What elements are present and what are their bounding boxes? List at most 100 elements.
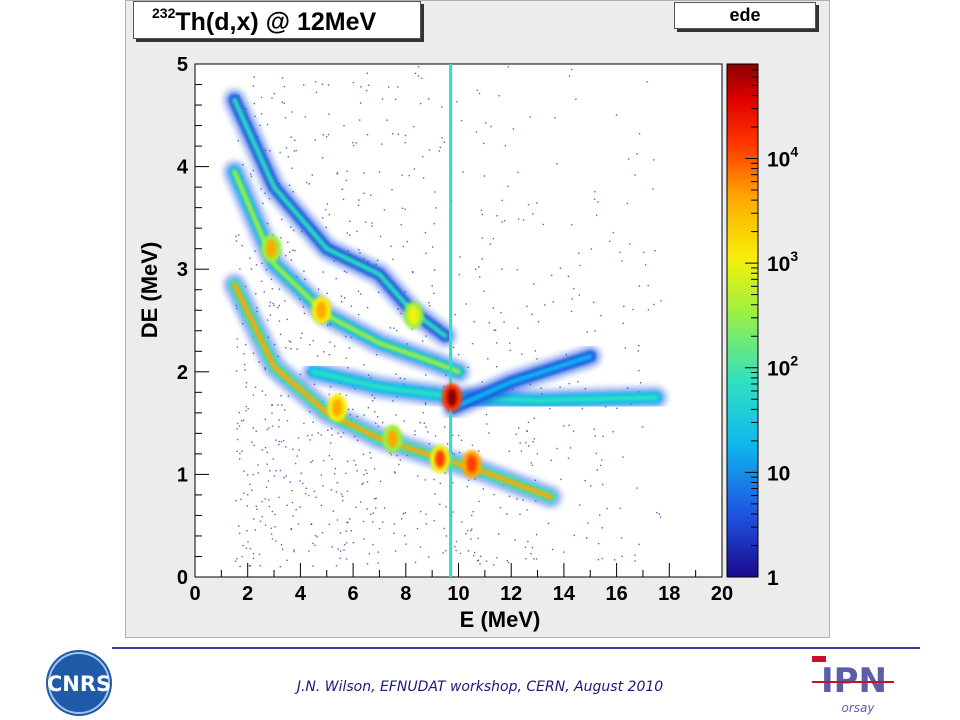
noise-cell <box>284 300 286 302</box>
noise-cell <box>272 458 274 460</box>
noise-cell <box>236 450 238 452</box>
noise-cell <box>352 81 355 84</box>
noise-cell <box>572 430 575 433</box>
noise-cell <box>320 504 323 507</box>
noise-cell <box>401 207 404 209</box>
noise-cell <box>595 214 598 217</box>
noise-cell <box>414 434 416 436</box>
noise-cell <box>478 500 480 503</box>
noise-cell <box>644 264 647 266</box>
noise-cell <box>390 245 392 247</box>
noise-cell <box>239 532 241 535</box>
noise-cell <box>496 557 498 559</box>
noise-cell <box>594 330 596 332</box>
noise-cell <box>279 469 282 472</box>
noise-cell <box>363 192 365 194</box>
noise-cell <box>242 419 245 421</box>
noise-cell <box>533 417 535 419</box>
noise-cell <box>619 251 621 253</box>
noise-cell <box>349 234 351 236</box>
noise-cell <box>439 146 441 149</box>
noise-cell <box>506 513 508 515</box>
noise-cell <box>443 141 445 143</box>
noise-cell <box>347 367 349 369</box>
noise-cell <box>347 408 350 411</box>
colorbar-tick-label-3: 103 <box>767 248 798 276</box>
noise-cell <box>250 175 253 178</box>
band-core-4 <box>450 353 593 411</box>
noise-cell <box>277 306 279 309</box>
noise-cell <box>590 485 592 487</box>
noise-cell <box>315 81 317 83</box>
noise-cell <box>327 429 329 431</box>
noise-cell <box>357 290 360 292</box>
noise-cell <box>329 341 331 343</box>
noise-cell <box>612 231 614 234</box>
noise-cell <box>461 521 463 523</box>
noise-cell <box>360 102 362 104</box>
hotspot-1 <box>466 455 477 474</box>
noise-cell <box>268 499 270 501</box>
noise-cell <box>425 252 427 254</box>
noise-cell <box>401 174 403 176</box>
noise-cell <box>638 345 640 347</box>
noise-cell <box>346 232 348 234</box>
noise-cell <box>300 337 302 339</box>
noise-cell <box>433 478 435 481</box>
noise-cell <box>466 485 468 488</box>
noise-cell <box>317 432 319 434</box>
noise-cell <box>443 426 446 428</box>
noise-cell <box>619 507 621 509</box>
noise-cell <box>470 529 472 532</box>
noise-cell <box>287 241 289 243</box>
noise-cell <box>424 403 427 405</box>
noise-cell <box>280 544 283 546</box>
x-tick-label-5: 10 <box>447 583 469 605</box>
noise-cell <box>235 370 238 372</box>
noise-cell <box>241 420 243 422</box>
noise-cell <box>285 446 287 448</box>
noise-cell <box>362 453 365 456</box>
noise-cell <box>439 503 441 505</box>
noise-cell <box>659 516 662 518</box>
hotspot-0 <box>446 388 457 407</box>
noise-cell <box>535 533 538 536</box>
noise-cell <box>500 311 502 314</box>
noise-cell <box>336 519 339 521</box>
noise-cell <box>287 395 290 397</box>
noise-cell <box>347 521 349 524</box>
noise-cell <box>614 559 616 561</box>
noise-cell <box>236 338 238 340</box>
noise-cell <box>504 144 507 147</box>
noise-cell <box>419 546 422 548</box>
noise-cell <box>314 139 316 141</box>
noise-cell <box>346 460 349 462</box>
noise-cell <box>278 419 280 421</box>
noise-cell <box>356 439 359 442</box>
noise-cell <box>439 482 441 485</box>
noise-cell <box>414 72 417 75</box>
noise-cell <box>345 472 347 475</box>
noise-cell <box>254 115 256 117</box>
noise-cell <box>471 444 474 446</box>
noise-cell <box>273 304 275 307</box>
noise-cell <box>274 513 276 516</box>
noise-cell <box>622 322 624 325</box>
noise-cell <box>271 425 274 427</box>
noise-cell <box>238 425 241 427</box>
noise-cell <box>366 72 368 74</box>
noise-cell <box>367 407 370 409</box>
noise-cell <box>373 468 376 470</box>
noise-cell <box>601 557 604 560</box>
noise-cell <box>402 245 405 248</box>
noise-cell <box>293 150 295 152</box>
noise-cell <box>532 441 534 443</box>
noise-cell <box>326 292 328 295</box>
noise-cell <box>460 439 463 441</box>
noise-cell <box>250 173 252 175</box>
noise-cell <box>243 492 245 494</box>
noise-cell <box>271 97 273 99</box>
noise-cell <box>328 523 330 526</box>
noise-cell <box>264 447 267 449</box>
cnrs-logo: CNRS <box>46 650 112 716</box>
